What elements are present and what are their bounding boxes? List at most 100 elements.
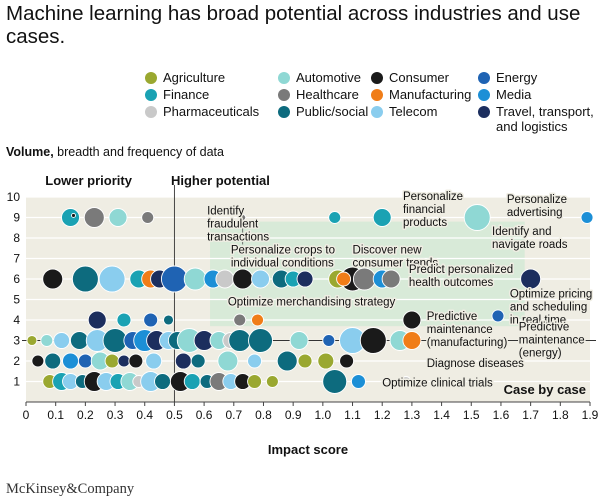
legend-label: Travel, transport, [496,104,594,119]
x-tick-label: 0 [23,408,30,422]
annotation-label: Identify and navigate roads [492,226,568,251]
data-point [247,353,263,369]
annotation-line: (energy) [519,347,562,359]
y-tick-label: 7 [13,252,20,266]
data-point [463,204,491,231]
annotation-line: advertising [507,207,563,219]
data-point [232,268,254,290]
legend-swatch [478,89,490,101]
data-point [44,352,62,370]
data-point [71,265,99,293]
data-point [108,208,128,227]
y-tick-label: 8 [13,231,20,245]
data-point [98,265,126,293]
x-tick-label: 1.2 [374,408,391,422]
legend-label: Public/social [296,104,369,119]
data-point [400,376,412,387]
data-point [228,329,252,352]
annotation-line: consumer trends [353,257,439,269]
legend-label: Telecom [389,104,438,119]
data-point [40,334,54,347]
annotation-line: transactions [207,231,269,243]
chart-title: Machine learning has broad potential acr… [6,2,581,48]
data-point [87,310,107,330]
legend-swatch [145,106,157,118]
data-point [163,314,174,326]
annotation-line: Predict personalized [409,264,513,276]
y-tick-label: 10 [7,190,21,204]
data-point [71,213,76,218]
annotation-label: Optimize clinical trials [382,378,493,390]
data-point [580,211,594,224]
x-tick-label: 1.8 [552,408,569,422]
x-tick-label: 1.3 [404,408,421,422]
x-tick-label: 1.6 [493,408,510,422]
legend-swatch [478,72,490,84]
y-tick-label: 2 [13,354,20,368]
annotation-line: and scheduling [510,301,587,313]
annotation-line: maintenance [519,334,585,346]
annotation-line: Discover new [353,244,423,256]
annotation-line: Predictive [519,321,570,333]
x-tick-label: 0.4 [136,408,153,422]
data-point [141,211,155,224]
data-point [183,267,207,291]
data-point [372,208,392,227]
data-point [128,353,144,369]
annotation-line: navigate roads [492,239,568,251]
legend-swatch [478,106,490,118]
annotation-label: Optimize pricing and scheduling in real ti… [510,288,592,326]
x-tick-label: 1.0 [314,408,331,422]
data-point [351,374,366,389]
data-point [77,353,93,369]
data-point [248,328,273,353]
annotation-line: Personalize [403,191,463,203]
x-tick-label: 0.1 [47,408,64,422]
annotation-line: Identify [207,205,244,217]
legend-label: Healthcare [296,87,359,102]
data-point [53,332,71,349]
x-tick-label: 0.9 [285,408,302,422]
data-point [233,313,247,327]
annotation-label: Personalize financial products [403,191,463,229]
data-point [183,373,201,390]
quadrant-label-higher-potential: Higher potential [171,173,270,188]
legend-label: Pharmaceuticals [163,104,260,119]
data-point [83,207,105,228]
x-axis-label: Impact score [268,442,348,457]
legend-swatch [145,89,157,101]
y-axis-label-bold: Volume, [6,145,54,159]
data-point [117,354,131,368]
legend-swatch [278,89,290,101]
data-point [402,331,422,350]
data-point [381,269,401,289]
annotation-line: financial [403,204,445,216]
annotation-line: Optimize merchandising strategy [228,297,396,309]
data-point [61,208,80,227]
y-tick-label: 9 [13,211,20,225]
data-point [174,352,192,370]
legend-swatch [371,89,383,101]
scatter-chart: 1 2 3 4 5 6 7 8 9 10 0 0.1 0.2 0.3 0.4 0.5 0.6 0.7 0.8 0.9 1… [7,173,599,457]
legend-label: Automotive [296,70,362,85]
legend-label: Finance [163,87,210,102]
data-point [31,354,45,368]
data-point [317,352,335,370]
annotation-line: in real time [510,314,566,326]
y-axis-label: Volume, breadth and frequency of data [6,145,224,159]
annotation-line: individual conditions [231,257,334,269]
x-tick-label: 0.8 [255,408,272,422]
data-point [217,350,239,372]
annotation-line: Personalize [507,194,567,206]
quadrant-label-lower-priority: Lower priority [45,173,132,188]
annotation-line: Optimize clinical trials [382,378,493,390]
data-point [297,353,313,369]
legend-swatch [371,72,383,84]
legend-label: Consumer [389,70,449,85]
x-tick-label: 0.5 [166,408,183,422]
data-point [215,269,235,289]
data-point [296,270,314,288]
annotation-line: Predictive [427,311,478,323]
annotation-line: Optimize pricing [510,288,592,300]
x-tick-label: 1.9 [582,408,599,422]
